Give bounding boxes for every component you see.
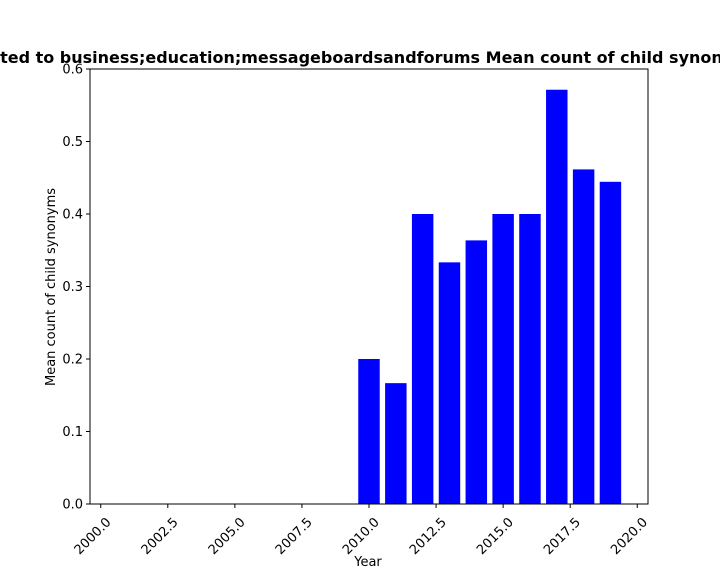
bar-2011 [385, 383, 407, 504]
y-tick-label: 0.5 [62, 135, 83, 150]
y-axis-label: Mean count of child synonyms [44, 188, 59, 386]
x-axis-label: Year [353, 555, 382, 570]
bar-2014 [465, 240, 488, 504]
y-tick-label: 0.3 [62, 280, 83, 295]
y-tick-label: 0.6 [62, 63, 83, 78]
x-tick-label: 2002.5 [139, 515, 182, 558]
x-tick-label: 2020.0 [608, 515, 651, 558]
bar-2018 [572, 169, 595, 504]
plot-area: 0.0 0.1 0.2 0.3 0.4 0.5 0.6 2000.0 2002.5 2005.0 2… [62, 63, 651, 558]
bar-2017 [546, 89, 568, 505]
x-tick-label: 2012.5 [407, 515, 450, 558]
bar-2019 [599, 181, 622, 504]
bar-2012 [411, 214, 434, 504]
y-tick-label: 0.4 [62, 208, 83, 223]
x-tick-label: 2015.0 [474, 515, 517, 558]
y-tick-label: 0.2 [62, 353, 83, 368]
x-tick-label: 2005.0 [206, 515, 249, 558]
y-tick-label: 0.0 [62, 498, 83, 513]
bar-2010 [358, 359, 380, 504]
x-tick-label: 2017.5 [541, 515, 584, 558]
bar-2015 [492, 214, 514, 504]
y-tick-label: 0.1 [62, 425, 83, 440]
x-tick-label: 2010.0 [340, 515, 383, 558]
x-tick-label: 2007.5 [273, 515, 316, 558]
x-tick-label: 2000.0 [72, 515, 115, 558]
chart-title: Related to business;education;messageboa… [0, 48, 720, 67]
bar-2016 [519, 214, 541, 504]
bar-2013 [438, 262, 461, 504]
